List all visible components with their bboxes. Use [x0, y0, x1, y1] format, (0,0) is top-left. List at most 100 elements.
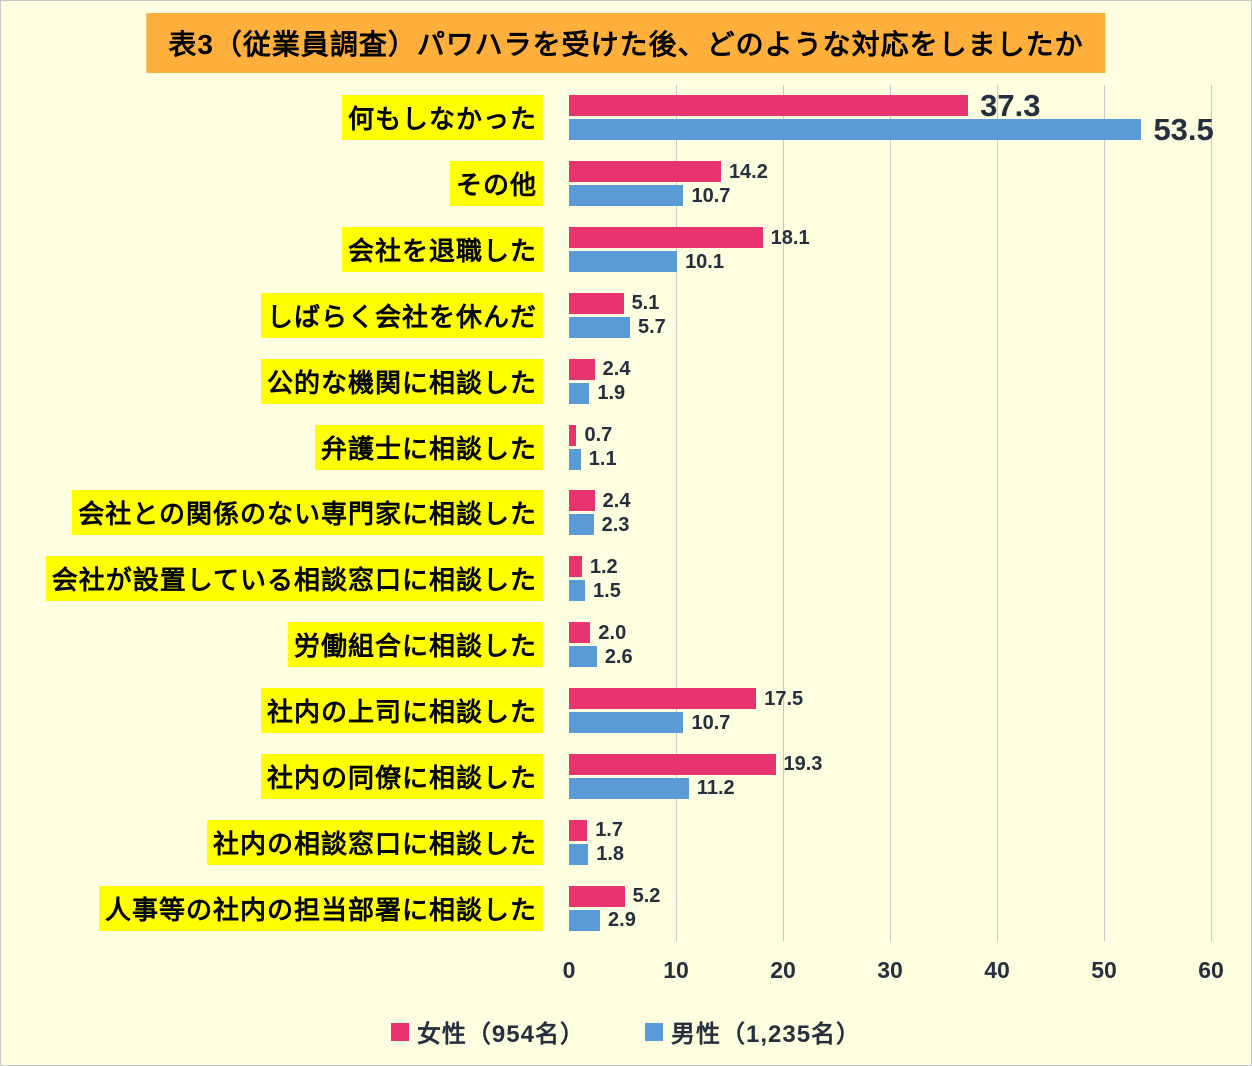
bars-group: 19.3 11.2	[569, 743, 1211, 809]
bars-group: 17.5 10.7	[569, 678, 1211, 744]
category-label-cell: その他	[1, 161, 569, 207]
value-label: 1.7	[595, 819, 623, 842]
bar-line: 2.6	[569, 646, 1211, 668]
value-label: 10.1	[685, 250, 724, 273]
gridline	[676, 85, 677, 941]
bar-line: 17.5	[569, 687, 1211, 710]
value-label: 37.3	[980, 88, 1041, 124]
gridline	[1211, 85, 1212, 941]
category-label-cell: 弁護士に相談した	[1, 424, 569, 470]
value-label: 2.3	[601, 513, 630, 536]
value-label: 5.7	[637, 316, 666, 339]
female-bar	[569, 688, 757, 710]
bar-line: 2.3	[569, 513, 1211, 536]
chart-row: 会社を退職した 18.1 10.1	[1, 217, 1251, 283]
x-tick-label: 40	[984, 957, 1010, 983]
bar-line: 5.7	[569, 316, 1211, 339]
female-bar	[569, 819, 588, 841]
category-label-cell: 人事等の社内の担当部署に相談した	[1, 885, 569, 931]
bars-group: 2.4 1.9	[569, 348, 1211, 414]
male-bar	[569, 712, 684, 734]
category-label: 社内の同僚に相談した	[260, 753, 543, 799]
chart-row: 社内の同僚に相談した 19.3 11.2	[1, 743, 1251, 809]
gridline	[1104, 85, 1105, 941]
x-axis: 0 10 20 30 40 50 60	[563, 957, 1224, 989]
legend-label-female: 女性（954名）	[416, 1021, 585, 1048]
chart-row: 社内の相談窓口に相談した 1.7 1.8	[1, 809, 1251, 875]
bar-line: 2.4	[569, 489, 1211, 512]
female-swatch-icon	[390, 1022, 409, 1041]
value-label: 5.2	[632, 885, 661, 908]
chart-row: 人事等の社内の担当部署に相談した 5.2 2.9	[1, 875, 1251, 941]
bar-line: 14.2	[569, 160, 1211, 183]
x-tick-label: 60	[1198, 957, 1224, 983]
legend-item-male: 男性（1,235名）	[644, 1014, 862, 1049]
chart-row: しばらく会社を休んだ 5.1 5.7	[1, 283, 1251, 349]
male-bar	[569, 646, 597, 668]
category-label: しばらく会社を休んだ	[260, 292, 543, 338]
value-label: 1.2	[589, 555, 618, 578]
category-label: その他	[449, 161, 543, 207]
female-bar	[569, 753, 776, 775]
category-label-cell: しばらく会社を休んだ	[1, 292, 569, 338]
category-label: 会社との関係のない専門家に相談した	[72, 490, 543, 536]
value-label: 1.9	[597, 382, 626, 405]
chart-row: 公的な機関に相談した 2.4 1.9	[1, 348, 1251, 414]
bars-group: 5.1 5.7	[569, 283, 1211, 349]
bar-line: 2.0	[569, 622, 1211, 644]
legend: 女性（954名） 男性（1,235名）	[1, 1014, 1251, 1049]
category-label: 社内の相談窓口に相談した	[206, 819, 543, 865]
female-bar	[569, 95, 969, 117]
bars-group: 5.2 2.9	[569, 875, 1211, 941]
bar-line: 5.2	[569, 885, 1211, 908]
gridline	[783, 85, 784, 941]
bars-group: 18.1 10.1	[569, 217, 1211, 283]
chart-row: 弁護士に相談した 0.7 1.1	[1, 414, 1251, 480]
value-label: 17.5	[764, 687, 804, 710]
category-label-cell: 何もしなかった	[1, 95, 569, 141]
bar-line: 0.7	[569, 424, 1211, 446]
gridline	[997, 85, 998, 941]
x-tick-label: 50	[1091, 957, 1117, 983]
chart-row: その他 14.2 10.7	[1, 151, 1251, 217]
bar-line: 2.9	[569, 909, 1211, 932]
male-bar	[569, 843, 589, 865]
bar-line: 5.1	[569, 292, 1211, 314]
bar-line: 1.8	[569, 843, 1211, 865]
category-label-cell: 会社との関係のない専門家に相談した	[1, 490, 569, 536]
male-bar	[569, 514, 594, 536]
category-label-cell: 社内の上司に相談した	[1, 688, 569, 734]
legend-label-male: 男性（1,235名）	[670, 1021, 862, 1048]
male-bar	[569, 382, 590, 404]
bar-line: 19.3	[569, 753, 1211, 776]
bars-group: 1.2 1.5	[569, 546, 1211, 612]
female-bar	[569, 622, 591, 644]
female-bar	[569, 292, 624, 314]
x-tick-label: 0	[562, 957, 576, 983]
category-label: 人事等の社内の担当部署に相談した	[98, 885, 543, 931]
bar-line: 37.3	[569, 90, 1211, 121]
legend-item-female: 女性（954名）	[390, 1014, 585, 1049]
bar-line: 18.1	[569, 227, 1211, 249]
category-label: 公的な機関に相談した	[260, 358, 543, 404]
gridline	[890, 85, 891, 941]
value-label: 19.3	[783, 753, 823, 776]
category-label-cell: 社内の同僚に相談した	[1, 753, 569, 799]
male-bar	[569, 777, 689, 799]
bar-line: 53.5	[569, 114, 1214, 145]
value-label: 14.2	[728, 160, 768, 183]
category-label-cell: 労働組合に相談した	[1, 622, 569, 668]
x-tick-label: 20	[770, 957, 796, 983]
value-label: 2.9	[608, 909, 636, 932]
female-bar	[569, 227, 763, 249]
bar-line: 10.1	[569, 250, 1211, 273]
female-bar	[569, 556, 582, 578]
female-bar	[569, 885, 625, 907]
bar-line: 2.4	[569, 358, 1211, 380]
bar-line: 1.1	[569, 448, 1211, 470]
bar-line: 1.5	[569, 580, 1211, 602]
x-tick-label: 10	[663, 957, 689, 983]
female-bar	[569, 424, 577, 446]
value-label: 2.4	[602, 489, 631, 512]
